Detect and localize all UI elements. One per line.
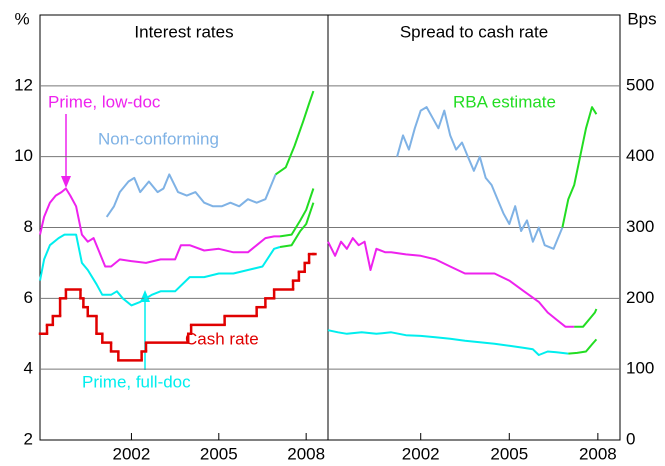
- y-tick-label: 2: [24, 429, 33, 448]
- series-line: [327, 237, 575, 328]
- y-tick-label: 0: [626, 429, 635, 448]
- y-axis-label: %: [14, 9, 29, 28]
- x-tick-label: 2002: [402, 444, 440, 463]
- series-line: [39, 233, 281, 307]
- x-tick-label: 2008: [579, 444, 617, 463]
- series-line: [39, 187, 280, 268]
- series-line: [105, 173, 277, 218]
- series-label: RBA estimate: [453, 92, 556, 111]
- y-tick-label: 12: [14, 75, 33, 94]
- x-tick-label: 2008: [287, 444, 325, 463]
- series-label: Prime, low-doc: [48, 92, 161, 111]
- y-tick-label: 200: [626, 288, 654, 307]
- x-tick-label: 2005: [200, 444, 238, 463]
- y-tick-label: 8: [24, 217, 33, 236]
- series-line: [396, 106, 564, 250]
- panel-title: Interest rates: [134, 22, 233, 41]
- series-line: [561, 106, 598, 355]
- arrow-head: [140, 290, 150, 302]
- y-axis-label: Bps: [627, 9, 656, 28]
- series-label: Non-conforming: [98, 129, 219, 148]
- x-tick-label: 2002: [113, 444, 151, 463]
- series-label: Prime, full-doc: [82, 372, 191, 391]
- y-tick-label: 4: [24, 359, 33, 378]
- y-tick-label: 500: [626, 75, 654, 94]
- y-tick-label: 300: [626, 217, 654, 236]
- panel-title: Spread to cash rate: [400, 22, 548, 41]
- x-tick-label: 2005: [490, 444, 528, 463]
- y-tick-label: 10: [14, 146, 33, 165]
- arrow-head: [61, 176, 71, 188]
- series-label: Cash rate: [185, 329, 259, 348]
- series-line: [327, 329, 569, 356]
- y-tick-label: 400: [626, 146, 654, 165]
- y-tick-label: 100: [626, 359, 654, 378]
- series-line: [275, 90, 315, 248]
- y-tick-label: 6: [24, 288, 33, 307]
